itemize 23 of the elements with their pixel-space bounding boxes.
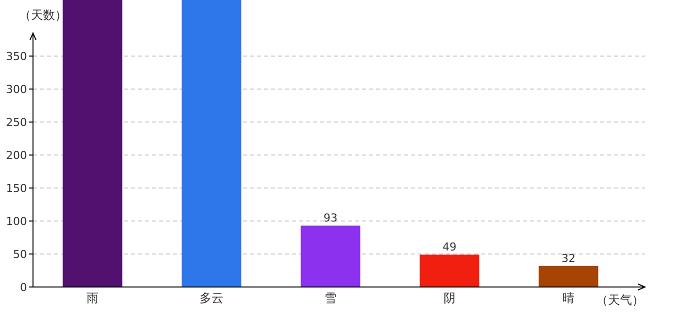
- bar: [420, 254, 480, 287]
- bar: [300, 226, 360, 287]
- x-tick-label: 雪: [324, 291, 336, 305]
- x-tick-label: 多云: [200, 291, 224, 305]
- y-tick-label: 200: [6, 149, 27, 162]
- x-tick-label: 雨: [86, 291, 98, 305]
- y-tick-label: 250: [6, 116, 27, 130]
- y-tick-label: 50: [13, 248, 27, 262]
- x-tick-label: 晴: [562, 291, 574, 305]
- y-tick-label: 0: [20, 281, 27, 294]
- y-tick-label: 350: [6, 50, 27, 64]
- data-label: 93: [324, 212, 338, 225]
- y-tick-label: 150: [6, 182, 27, 196]
- data-label: 49: [442, 240, 456, 254]
- y-axis-title: （天数）: [19, 8, 67, 22]
- bar: [182, 0, 242, 287]
- y-tick-label: 100: [6, 215, 27, 228]
- bar: [538, 266, 598, 287]
- bar: [62, 0, 122, 287]
- y-tick-label: 300: [6, 83, 27, 96]
- x-axis-title: （天气）: [596, 293, 644, 307]
- data-label: 32: [562, 252, 576, 265]
- x-tick-label: 阴: [444, 291, 456, 305]
